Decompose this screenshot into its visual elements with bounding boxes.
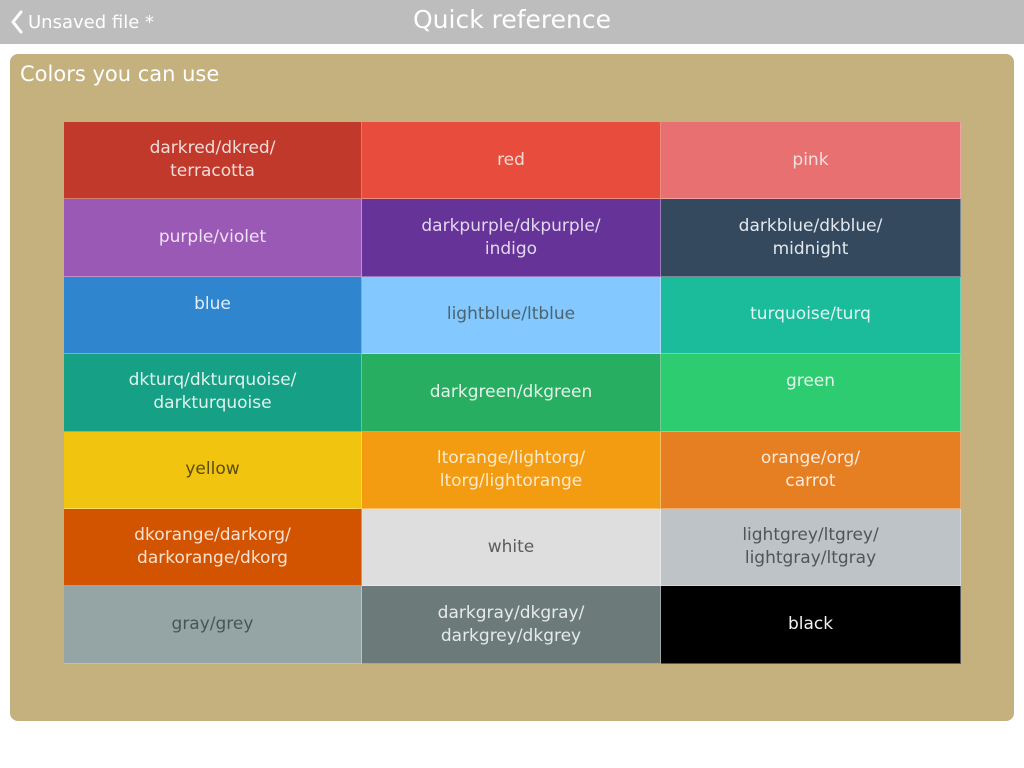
color-swatch: darkgreen/dkgreen [362, 354, 661, 432]
color-swatch: lightgrey/ltgrey/ lightgray/ltgray [661, 508, 961, 587]
colors-panel: Colors you can use darkred/dkred/ terrac… [10, 54, 1014, 721]
color-swatch: orange/org/ carrot [661, 431, 961, 509]
color-swatch: darkred/dkred/ terracotta [64, 122, 362, 200]
color-swatch: green [661, 354, 961, 432]
back-button[interactable]: Unsaved file * [10, 8, 154, 36]
color-swatch: darkgray/dkgray/ darkgrey/dkgrey [362, 586, 661, 664]
color-swatch: purple/violet [64, 199, 362, 277]
panel-title: Colors you can use [20, 62, 220, 86]
chevron-left-icon [11, 10, 23, 34]
color-swatch: darkpurple/dkpurple/ indigo [362, 199, 661, 277]
color-swatch: ltorange/lightorg/ ltorg/lightorange [362, 431, 661, 509]
color-swatch: gray/grey [64, 586, 362, 664]
color-swatch: blue [64, 276, 362, 355]
color-grid: darkred/dkred/ terracotta red pink purple/v… [64, 122, 961, 664]
color-swatch: dkturq/dkturquoise/ darkturquoise [64, 354, 362, 432]
color-swatch: turquoise/turq [661, 276, 961, 355]
color-swatch: white [362, 508, 661, 587]
color-swatch: dkorange/darkorg/ darkorange/dkorg [64, 508, 362, 587]
page-title: Quick reference [412, 5, 611, 34]
color-swatch: pink [661, 122, 961, 200]
color-swatch: red [362, 122, 661, 200]
color-swatch: yellow [64, 431, 362, 509]
color-swatch: darkblue/dkblue/ midnight [661, 199, 961, 277]
color-swatch: lightblue/ltblue [362, 276, 661, 355]
top-bar: Unsaved file * Quick reference [0, 0, 1024, 44]
color-swatch: black [661, 586, 961, 664]
back-label: Unsaved file * [28, 11, 154, 33]
